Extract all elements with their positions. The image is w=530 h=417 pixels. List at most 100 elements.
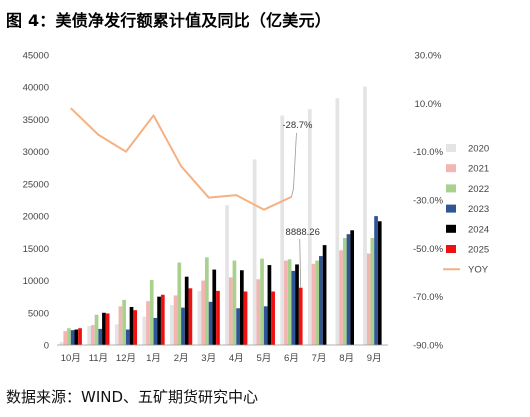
bar-2023 <box>374 216 378 345</box>
yoy-line <box>70 107 292 211</box>
legend-swatch-2023 <box>446 204 456 213</box>
bar-2020 <box>142 316 147 345</box>
bar-2020 <box>280 115 285 345</box>
left-axis-tick-label: 10000 <box>23 276 49 287</box>
bar-2021 <box>311 263 316 345</box>
bar-2021 <box>118 306 123 345</box>
bar-2023 <box>263 306 268 345</box>
legend-label: 2024 <box>468 224 489 235</box>
bar-2021 <box>284 260 288 345</box>
bar-2023 <box>125 329 130 345</box>
legend: 2020 2021 2022 2023 2024 2025 YOY <box>443 144 489 276</box>
annotation-label: -28.7% <box>282 120 313 131</box>
bar-2022 <box>94 314 99 345</box>
bar-2020 <box>307 109 312 345</box>
bar-2021 <box>173 295 178 345</box>
legend-label: 2022 <box>468 184 489 195</box>
bar-2024 <box>129 306 134 345</box>
left-axis-tick-label: 35000 <box>23 115 49 126</box>
bar-2025 <box>216 290 220 345</box>
bar-2023 <box>98 328 103 345</box>
bar-2020 <box>59 342 64 345</box>
bar-2020 <box>363 86 367 345</box>
left-axis-tick-label: 0 <box>44 341 49 352</box>
bar-2020 <box>197 290 202 345</box>
left-axis-tick-label: 20000 <box>23 212 49 223</box>
bar-2022 <box>149 279 154 345</box>
chart-title: 图 4：美债净发行额累计值及同比（亿美元） <box>6 11 331 30</box>
legend-swatch-2022 <box>446 184 456 193</box>
x-tick-label: 4月 <box>229 353 244 364</box>
x-tick-label: 2月 <box>174 353 189 364</box>
bar-2020 <box>225 205 229 345</box>
yoy-series-line <box>70 107 292 211</box>
legend-swatch-2024 <box>446 224 456 233</box>
bar-2021 <box>366 253 371 345</box>
right-axis-tick-label: -10.0% <box>413 147 444 158</box>
bar-2022 <box>177 262 182 345</box>
bar-2025 <box>271 291 275 345</box>
bar-2022 <box>205 257 209 345</box>
x-axis-labels: 10月 11月 12月 1月 2月 3月 4月 5月 6月 7月 8月 9月 <box>61 353 382 364</box>
bar-2024 <box>102 312 106 345</box>
bar-2024 <box>184 276 189 345</box>
bar-2021 <box>90 325 95 345</box>
legend-label: 2021 <box>468 164 489 175</box>
left-axis-tick-label: 15000 <box>23 244 49 255</box>
left-axis-tick-label: 5000 <box>28 308 49 319</box>
bar-2022 <box>122 299 126 345</box>
legend-swatch-2020 <box>446 144 456 152</box>
x-tick-label: 3月 <box>201 353 216 364</box>
bar-2021 <box>201 280 206 345</box>
legend-label: 2020 <box>468 144 489 155</box>
x-tick-label: 9月 <box>367 353 382 364</box>
x-tick-label: 7月 <box>312 353 327 364</box>
bar-2022 <box>315 260 320 345</box>
bar-2023 <box>181 307 185 345</box>
left-axis-ticks: 0 5000 10000 15000 20000 25000 30000 35000 40000… <box>23 51 49 352</box>
bar-2022 <box>260 258 264 345</box>
bar-2020 <box>170 305 174 345</box>
bar-2022 <box>287 259 292 345</box>
bar-series <box>59 86 382 346</box>
right-axis-ticks: -90.0% -70.0% -50.0% -30.0% -10.0% 10.0% 30.0% <box>413 51 444 352</box>
legend-swatch-2021 <box>446 164 456 173</box>
left-axis-tick-label: 30000 <box>23 147 49 158</box>
bar-2025 <box>243 291 248 345</box>
bar-2024 <box>350 230 355 345</box>
right-axis-tick-label: -50.0% <box>413 244 444 255</box>
source-note: 数据来源：WIND、五矿期货研究中心 <box>6 388 259 406</box>
x-tick-label: 12月 <box>116 353 136 364</box>
bar-2020 <box>87 325 91 345</box>
bar-2024 <box>157 296 161 345</box>
bar-2020 <box>335 98 340 346</box>
x-tick-label: 10月 <box>61 353 81 364</box>
bar-2021 <box>339 250 343 345</box>
bar-2021 <box>63 331 68 345</box>
bar-2025 <box>298 287 303 345</box>
legend-label: 2025 <box>468 245 489 256</box>
x-tick-label: 8月 <box>339 353 354 364</box>
bar-2025 <box>188 288 193 345</box>
bar-2023 <box>291 270 296 345</box>
bar-2024 <box>212 269 217 345</box>
bar-2021 <box>146 301 150 345</box>
bar-2021 <box>228 277 233 345</box>
right-axis-tick-label: -90.0% <box>413 341 444 352</box>
bar-2025 <box>160 294 165 345</box>
bar-2022 <box>370 238 375 345</box>
bar-2025 <box>78 328 82 345</box>
bar-2024 <box>267 265 272 345</box>
bar-2024 <box>322 245 327 345</box>
legend-label: 2023 <box>468 204 489 215</box>
bar-2023 <box>153 317 158 345</box>
bar-2024 <box>295 264 299 345</box>
bar-2024 <box>74 329 79 345</box>
bar-2024 <box>239 270 244 345</box>
legend-swatch-2025 <box>446 245 456 253</box>
bar-2025 <box>133 310 138 345</box>
bar-2023 <box>208 301 213 345</box>
x-tick-label: 5月 <box>256 353 271 364</box>
bar-2023 <box>236 308 240 345</box>
bar-2022 <box>342 238 347 345</box>
